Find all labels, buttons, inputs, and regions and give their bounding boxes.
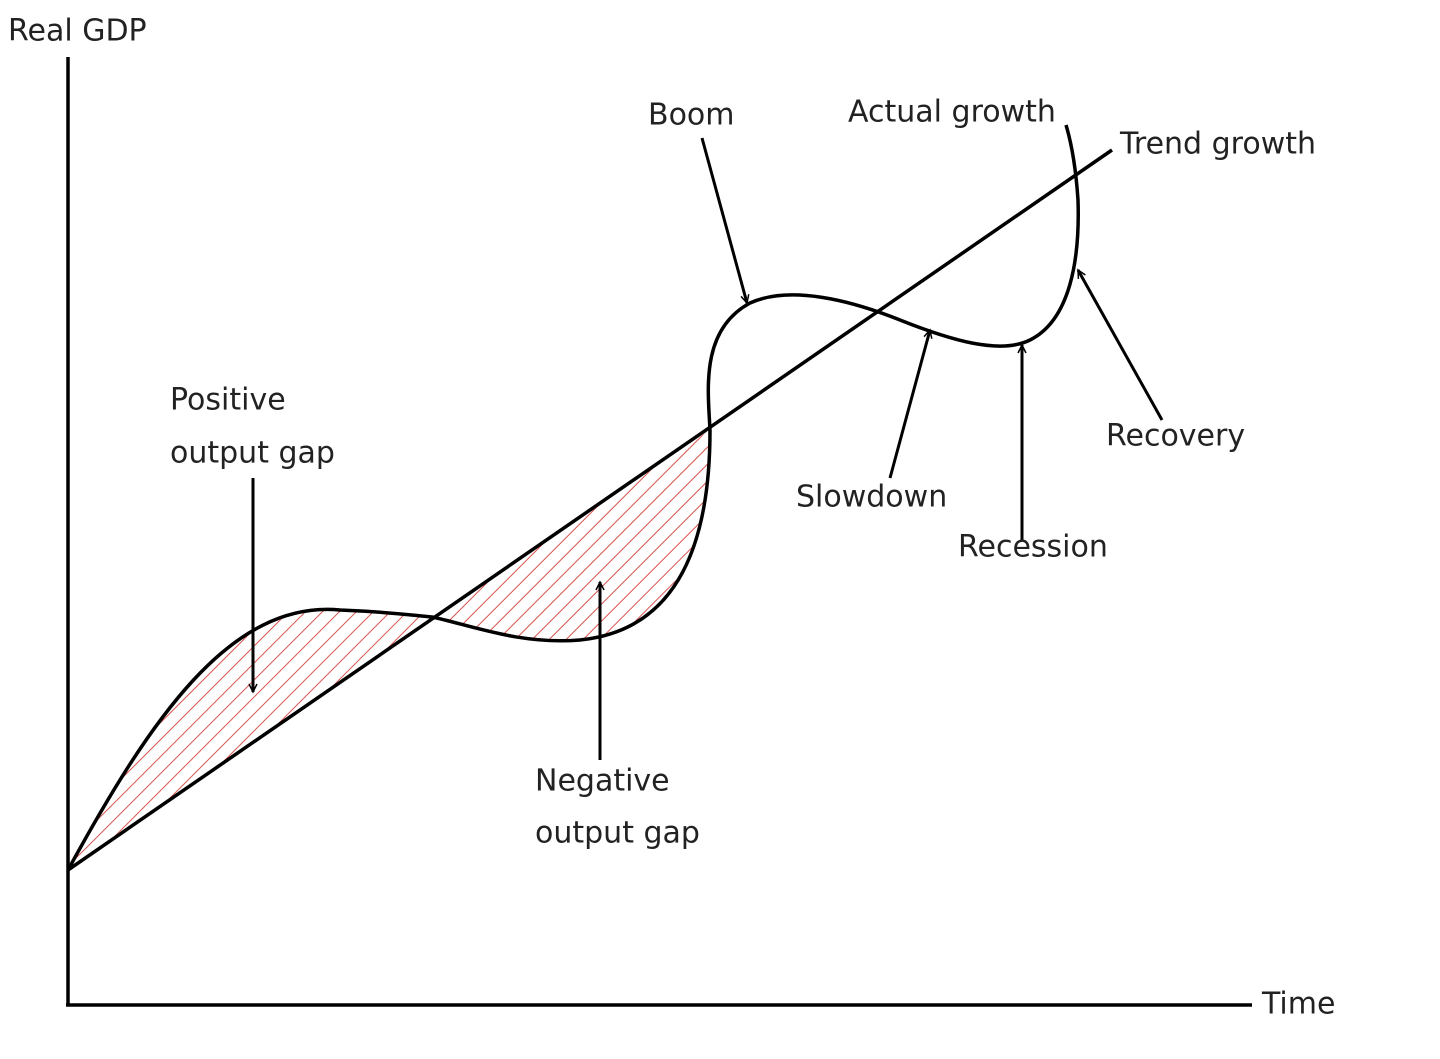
positive-gap-label: output gap [170,436,335,471]
positive-gap-label: Positive [170,383,286,418]
boom-label: Boom [648,98,735,133]
recession-label: Recession [958,530,1108,565]
recovery-label: Recovery [1106,419,1245,454]
positive-gap-area [68,609,432,870]
y-axis-label: Real GDP [8,14,147,49]
recovery-arrow [1076,268,1164,421]
trend-line [67,148,1113,872]
actual-label: Actual growth [848,95,1056,130]
slowdown-label: Slowdown [796,480,947,515]
negative-gap-label: Negative [535,764,670,799]
boom-arrow [700,137,750,305]
x-axis-label: Time [1261,987,1335,1022]
negative-gap-label: output gap [535,816,700,851]
negative-gap-area [432,430,710,641]
actual-curve [66,124,1080,871]
slowdown-arrow [888,328,933,479]
trend-label: Trend growth [1119,127,1316,162]
